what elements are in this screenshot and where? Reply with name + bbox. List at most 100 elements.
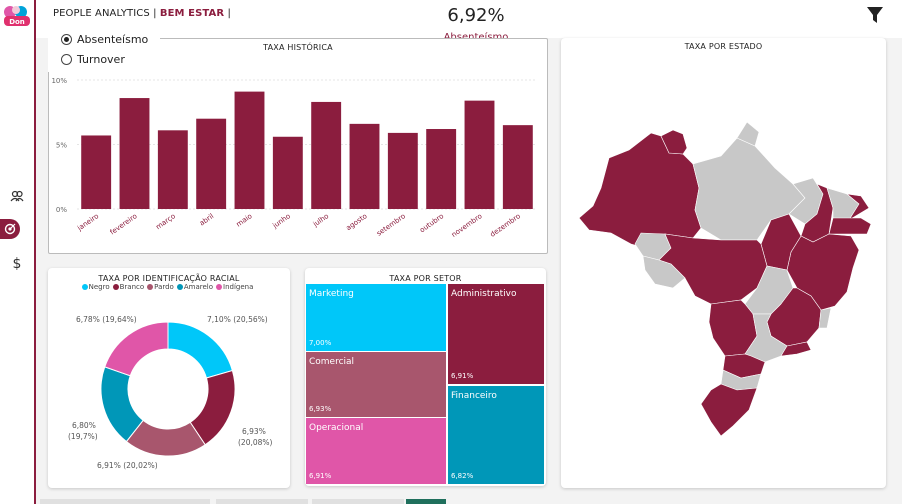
x-tick-label: setembro (375, 212, 407, 238)
state-map-title: TAXA POR ESTADO (684, 42, 763, 51)
donut-label-amarelo-2: (19,7%) (68, 432, 98, 441)
left-nav-rail: Don $ (0, 0, 36, 504)
legend-dot (147, 284, 154, 290)
radio-turnover[interactable]: Turnover (61, 53, 125, 66)
target-icon[interactable] (0, 219, 20, 239)
treemap-cell-financeiro[interactable]: Financeiro 6,82% (448, 386, 544, 484)
svg-text:$: $ (13, 256, 22, 271)
x-tick-label: maio (235, 212, 254, 229)
x-tick-label: outubro (418, 212, 445, 234)
map-region-pe[interactable] (828, 217, 872, 235)
map-region-amapa[interactable] (736, 121, 760, 147)
bar-março (157, 130, 188, 209)
legend-dot (112, 284, 119, 290)
bar-novembro (464, 100, 495, 209)
map-region-rs[interactable] (700, 383, 758, 437)
radio-button-turnover[interactable] (61, 54, 72, 65)
sector-treemap-card: TAXA POR SETOR Marketing 7,00% Administr… (305, 268, 546, 486)
treemap-value-marketing: 7,00% (309, 339, 332, 347)
treemap-cell-marketing[interactable]: Marketing 7,00% (306, 284, 446, 351)
treemap-name-comercial: Comercial (309, 357, 355, 367)
app-logo: Don (4, 6, 30, 26)
map-region-bahia[interactable] (786, 233, 860, 311)
map-region-es[interactable] (818, 307, 832, 329)
people-icon[interactable] (6, 186, 28, 206)
treemap-value-financeiro: 6,82% (451, 472, 474, 480)
brazil-map (578, 121, 872, 437)
page-tab-3[interactable] (312, 499, 404, 504)
historic-chart-title: TAXA HISTÓRICA (263, 43, 333, 52)
legend-item[interactable]: Amarelo (176, 283, 213, 291)
radio-button-absenteismo[interactable] (61, 34, 72, 45)
treemap-cell-administrativo[interactable]: Administrativo 6,91% (448, 284, 544, 384)
x-tick-label: novembro (450, 212, 484, 239)
racial-donut-card: TAXA POR IDENTIFICAÇÃO RACIAL Negro Branc… (48, 268, 290, 488)
bar-maio (234, 91, 265, 209)
donut-label-branco-2: (20,08%) (238, 438, 273, 447)
donut-label-pardo: 6,91% (20,02%) (97, 461, 158, 470)
bar-setembro (387, 132, 418, 209)
donut-slice-indígena (104, 321, 169, 377)
treemap-name-marketing: Marketing (309, 289, 354, 299)
racial-legend: Negro Branco Pardo Amarelo Indígena (48, 283, 290, 291)
kpi-label: Absenteísmo (426, 32, 526, 43)
legend-item[interactable]: Negro (81, 283, 110, 291)
bar-julho (311, 101, 342, 209)
treemap-cell-comercial[interactable]: Comercial 6,93% (306, 352, 446, 417)
state-map-card: TAXA POR ESTADO (561, 38, 886, 488)
x-tick-label: agosto (345, 212, 369, 232)
treemap-name-financeiro: Financeiro (451, 391, 497, 401)
treemap-cell-operacional[interactable]: Operacional 6,91% (306, 418, 446, 484)
y-tick-label: 10% (51, 77, 67, 85)
x-tick-label: março (154, 212, 177, 231)
bar-dezembro (502, 125, 533, 209)
radio-label-absenteismo: Absenteísmo (77, 33, 149, 46)
legend-dot (176, 284, 183, 290)
x-tick-label: julho (311, 212, 330, 229)
page-header: PEOPLE ANALYTICS | BEM ESTAR | 6,92% Abs… (36, 0, 902, 43)
x-tick-label: abril (198, 212, 215, 227)
treemap-value-operacional: 6,91% (309, 472, 332, 480)
bar-junho (272, 136, 303, 209)
legend-dot (81, 284, 88, 290)
racial-chart-title: TAXA POR IDENTIFICAÇÃO RACIAL (98, 274, 240, 283)
radio-absenteismo[interactable]: Absenteísmo (61, 33, 148, 46)
title-suffix: | (227, 8, 231, 19)
svg-text:Don: Don (9, 18, 25, 26)
donut-label-negro: 7,10% (20,56%) (207, 315, 268, 324)
legend-label: Indígena (223, 283, 254, 291)
map-region-rj[interactable] (780, 341, 812, 357)
map-region-rn[interactable] (845, 193, 870, 221)
donut-label-indigena: 6,78% (19,64%) (76, 315, 137, 324)
filter-icon[interactable] (866, 6, 884, 24)
donut-label-branco-1: 6,93% (242, 427, 266, 436)
radio-dot (64, 37, 69, 42)
radio-label-turnover: Turnover (77, 53, 125, 66)
title-main: PEOPLE ANALYTICS | (53, 8, 157, 19)
legend-item[interactable]: Branco (112, 283, 144, 291)
historic-bar-chart: 0% 5% 10% janeiro fevereiro março abril maio jun… (51, 77, 537, 239)
bar-fevereiro (119, 98, 150, 209)
rail-divider (34, 0, 36, 504)
y-tick-label: 5% (56, 142, 67, 150)
treemap-value-administrativo: 6,91% (451, 372, 474, 380)
historic-chart-card: TAXA HISTÓRICA 0% 5% 10% janeiro fevereiro ma… (48, 38, 548, 254)
bar-agosto (349, 123, 380, 209)
dollar-icon[interactable]: $ (6, 253, 28, 273)
bar-janeiro (81, 135, 112, 209)
x-tick-label: fevereiro (108, 212, 138, 236)
page-tab-2[interactable] (216, 499, 308, 504)
racial-donut-chart (100, 321, 236, 457)
legend-dot (216, 284, 222, 290)
x-tick-label: janeiro (75, 212, 100, 233)
bar-outubro (426, 129, 457, 209)
sector-chart-title: TAXA POR SETOR (389, 274, 462, 283)
page-tab-1[interactable] (40, 499, 210, 504)
page-tab-active[interactable] (406, 499, 446, 504)
legend-item[interactable]: Pardo (147, 283, 174, 291)
legend-label: Amarelo (183, 283, 213, 291)
map-region-roraima[interactable] (660, 129, 688, 155)
legend-item[interactable]: Indígena (216, 283, 253, 291)
map-region-rondonia[interactable] (642, 255, 686, 289)
page-title: PEOPLE ANALYTICS | BEM ESTAR | (53, 8, 231, 19)
